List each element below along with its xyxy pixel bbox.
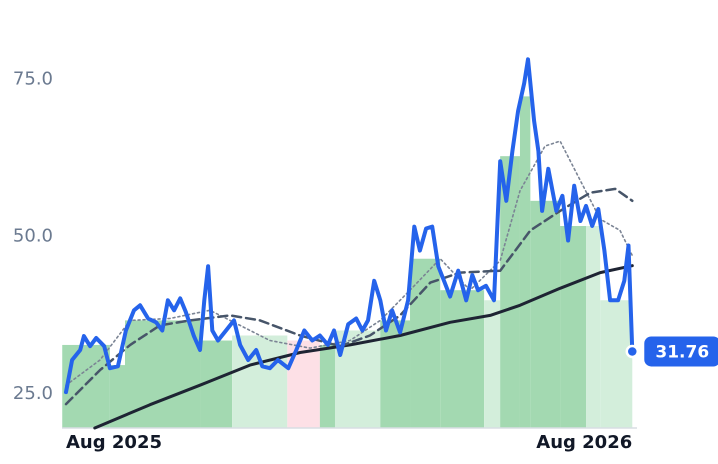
band bbox=[519, 96, 531, 429]
series-line bbox=[64, 57, 635, 395]
band bbox=[410, 258, 441, 428]
band bbox=[560, 226, 587, 428]
band bbox=[484, 300, 501, 428]
band bbox=[600, 300, 633, 428]
band bbox=[319, 344, 335, 428]
series-line bbox=[93, 264, 634, 430]
band bbox=[500, 156, 520, 428]
y-tick-label: 75.0 bbox=[13, 68, 53, 89]
band bbox=[62, 344, 110, 428]
y-tick-label: 25.0 bbox=[13, 383, 53, 404]
last-value-badge bbox=[644, 336, 718, 367]
x-tick-label: Aug 2026 bbox=[536, 432, 632, 453]
band bbox=[109, 365, 125, 428]
y-tick-label: 50.0 bbox=[13, 226, 53, 247]
series-line bbox=[64, 187, 634, 406]
last-value-label: 31.76 bbox=[655, 342, 709, 362]
last-point bbox=[625, 344, 640, 359]
x-tick-label: Aug 2025 bbox=[66, 432, 162, 453]
band bbox=[440, 290, 485, 428]
band bbox=[586, 226, 601, 428]
band bbox=[530, 200, 561, 428]
